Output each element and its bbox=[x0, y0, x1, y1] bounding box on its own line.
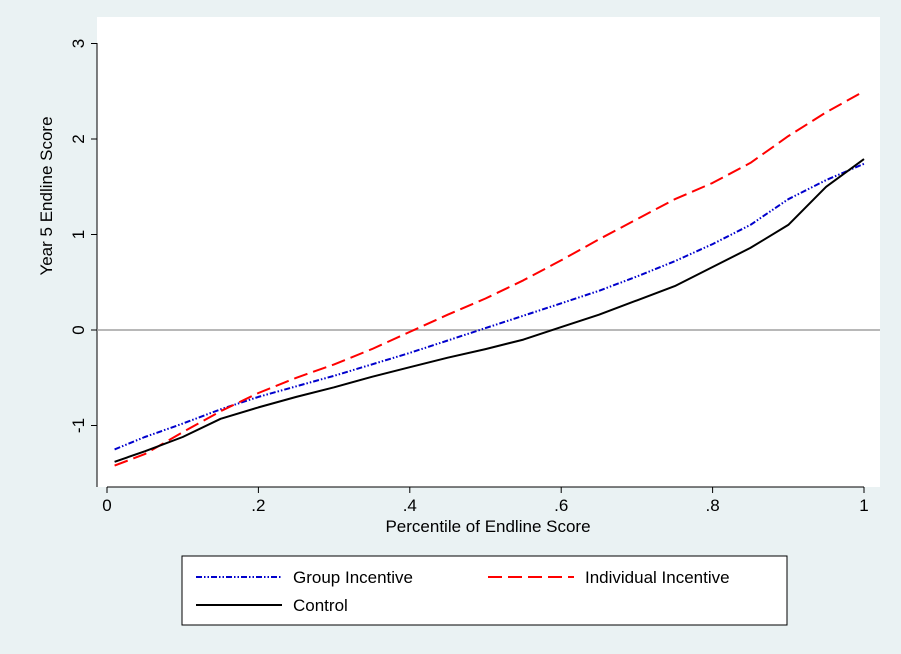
x-tick-label: .4 bbox=[403, 496, 417, 515]
x-tick-label: .6 bbox=[554, 496, 568, 515]
x-tick-label: .8 bbox=[706, 496, 720, 515]
x-tick-label: 0 bbox=[102, 496, 111, 515]
legend-label-group-incentive: Group Incentive bbox=[293, 568, 413, 587]
series-line-group-incentive bbox=[114, 162, 865, 451]
series-line-control bbox=[114, 158, 865, 463]
y-tick-label: -1 bbox=[69, 418, 88, 433]
series-line-individual-incentive bbox=[114, 90, 865, 467]
y-tick-label: 2 bbox=[69, 134, 88, 143]
axes: 0 .2 .4 .6 .8 1 -1 0 1 2 3 bbox=[69, 39, 869, 515]
legend-label-control: Control bbox=[293, 596, 348, 615]
x-axis-title: Percentile of Endline Score bbox=[385, 517, 590, 536]
y-axis-title: Year 5 Endline Score bbox=[37, 116, 56, 275]
legend: Group Incentive Individual Incentive Contr… bbox=[181, 555, 788, 626]
plot-area bbox=[97, 17, 880, 487]
legend-box bbox=[181, 555, 788, 626]
series-lines bbox=[114, 90, 865, 467]
y-tick-label: 3 bbox=[69, 39, 88, 48]
x-tick-label: .2 bbox=[251, 496, 265, 515]
legend-label-individual-incentive: Individual Incentive bbox=[585, 568, 730, 587]
y-tick-label: 1 bbox=[69, 230, 88, 239]
x-tick-label: 1 bbox=[859, 496, 868, 515]
y-tick-label: 0 bbox=[69, 325, 88, 334]
